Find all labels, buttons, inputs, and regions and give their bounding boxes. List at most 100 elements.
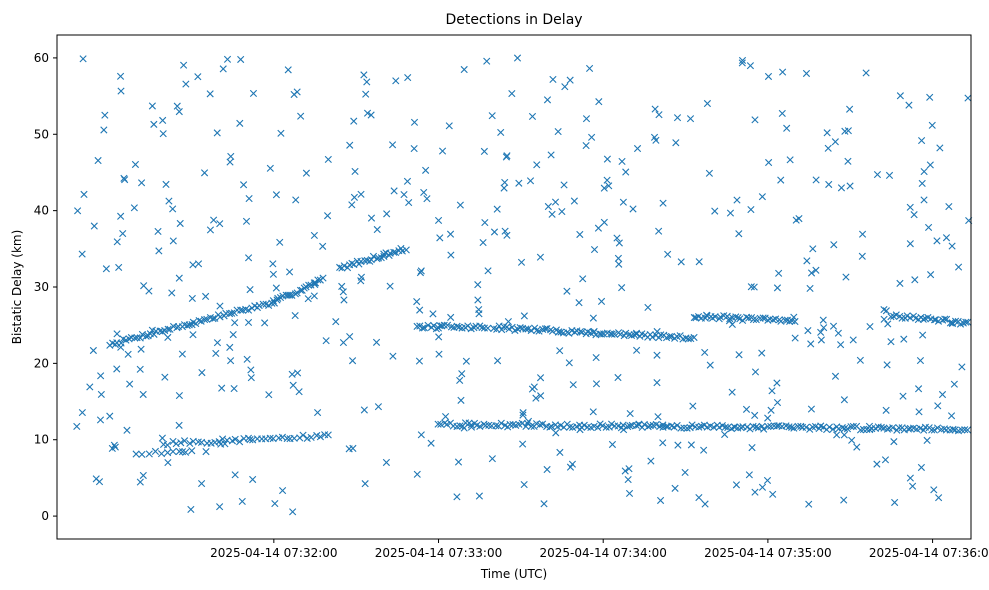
detection-point bbox=[764, 414, 772, 422]
detection-point bbox=[895, 424, 903, 432]
detection-point bbox=[150, 120, 158, 128]
detection-point bbox=[417, 431, 425, 439]
detection-point bbox=[278, 486, 287, 495]
detection-point bbox=[186, 439, 194, 447]
detection-point bbox=[136, 365, 144, 373]
detection-point bbox=[164, 325, 172, 333]
detection-point bbox=[266, 164, 274, 172]
detection-point bbox=[575, 299, 583, 307]
detection-point bbox=[616, 330, 624, 338]
detection-point bbox=[527, 326, 535, 335]
detection-point bbox=[446, 230, 455, 238]
detection-point bbox=[906, 203, 914, 211]
detection-point bbox=[883, 425, 892, 433]
detection-point bbox=[481, 218, 489, 227]
detection-point bbox=[237, 55, 245, 64]
detection-point bbox=[137, 179, 146, 187]
detection-point bbox=[89, 346, 97, 355]
detection-point bbox=[217, 440, 225, 448]
detection-point bbox=[614, 254, 622, 262]
detection-point bbox=[246, 436, 254, 444]
detection-point bbox=[807, 340, 815, 348]
detection-point bbox=[138, 450, 146, 459]
detection-point bbox=[314, 276, 322, 284]
detection-point bbox=[497, 419, 505, 427]
detection-point bbox=[624, 422, 632, 431]
detection-point bbox=[372, 338, 381, 346]
detection-point bbox=[524, 417, 533, 425]
y-tick-label: 30 bbox=[34, 280, 49, 294]
detection-point bbox=[576, 230, 584, 239]
detection-point bbox=[653, 379, 661, 387]
detection-point bbox=[460, 424, 468, 432]
detection-point bbox=[527, 422, 535, 430]
detection-point bbox=[180, 437, 189, 445]
detection-point bbox=[533, 161, 541, 169]
detection-point bbox=[289, 508, 297, 516]
detection-point bbox=[530, 383, 538, 391]
detection-point bbox=[919, 331, 927, 339]
detection-point bbox=[227, 357, 235, 365]
detection-point bbox=[738, 56, 747, 65]
detection-point bbox=[659, 421, 667, 429]
detection-point bbox=[856, 426, 865, 434]
detection-point bbox=[324, 155, 332, 164]
detection-point bbox=[413, 298, 421, 306]
detection-point bbox=[659, 199, 667, 207]
detection-point bbox=[219, 435, 227, 443]
detection-point bbox=[605, 423, 613, 431]
detection-point bbox=[493, 205, 501, 213]
detection-point bbox=[543, 96, 552, 104]
detection-point bbox=[296, 286, 305, 294]
detection-point bbox=[86, 383, 94, 391]
detection-point bbox=[582, 141, 590, 150]
detection-point bbox=[706, 361, 714, 369]
detection-point bbox=[817, 328, 825, 336]
detection-point bbox=[760, 425, 768, 433]
detection-point bbox=[403, 177, 412, 185]
detection-point bbox=[339, 288, 347, 296]
detection-point bbox=[906, 240, 914, 248]
detection-point bbox=[213, 129, 221, 137]
detection-point bbox=[674, 441, 682, 449]
detection-point bbox=[161, 373, 169, 381]
detection-point bbox=[538, 420, 547, 428]
detection-point bbox=[767, 406, 775, 414]
detection-point bbox=[586, 329, 595, 337]
detection-point bbox=[97, 390, 105, 399]
detection-point bbox=[877, 423, 885, 431]
detection-point bbox=[117, 343, 125, 351]
plot-area-frame bbox=[56, 34, 972, 540]
detection-point bbox=[492, 422, 500, 430]
detection-point bbox=[648, 333, 656, 341]
detection-point bbox=[576, 328, 585, 336]
detection-point bbox=[947, 412, 956, 420]
y-tick-label: 0 bbox=[41, 509, 49, 523]
detection-point bbox=[597, 297, 606, 305]
detection-point bbox=[202, 292, 210, 300]
detection-point bbox=[732, 481, 741, 489]
detection-point bbox=[746, 62, 755, 70]
detection-point bbox=[369, 252, 378, 260]
detection-point bbox=[269, 270, 277, 278]
detection-point bbox=[291, 290, 300, 298]
detection-point bbox=[305, 281, 313, 289]
detection-point bbox=[168, 289, 176, 297]
detection-point bbox=[231, 471, 239, 479]
detection-point bbox=[367, 256, 375, 264]
detection-point bbox=[840, 396, 848, 404]
detection-point bbox=[934, 317, 943, 325]
detection-point bbox=[382, 458, 390, 467]
detection-point bbox=[700, 446, 708, 454]
detection-point bbox=[689, 402, 697, 410]
detection-point bbox=[436, 234, 444, 242]
detection-point bbox=[627, 331, 636, 340]
detection-point bbox=[209, 315, 217, 323]
detection-point bbox=[764, 72, 773, 81]
detection-point bbox=[200, 169, 209, 177]
detection-point bbox=[132, 450, 140, 458]
detection-point bbox=[624, 475, 632, 484]
detection-point bbox=[456, 201, 464, 209]
detection-point bbox=[297, 112, 305, 120]
